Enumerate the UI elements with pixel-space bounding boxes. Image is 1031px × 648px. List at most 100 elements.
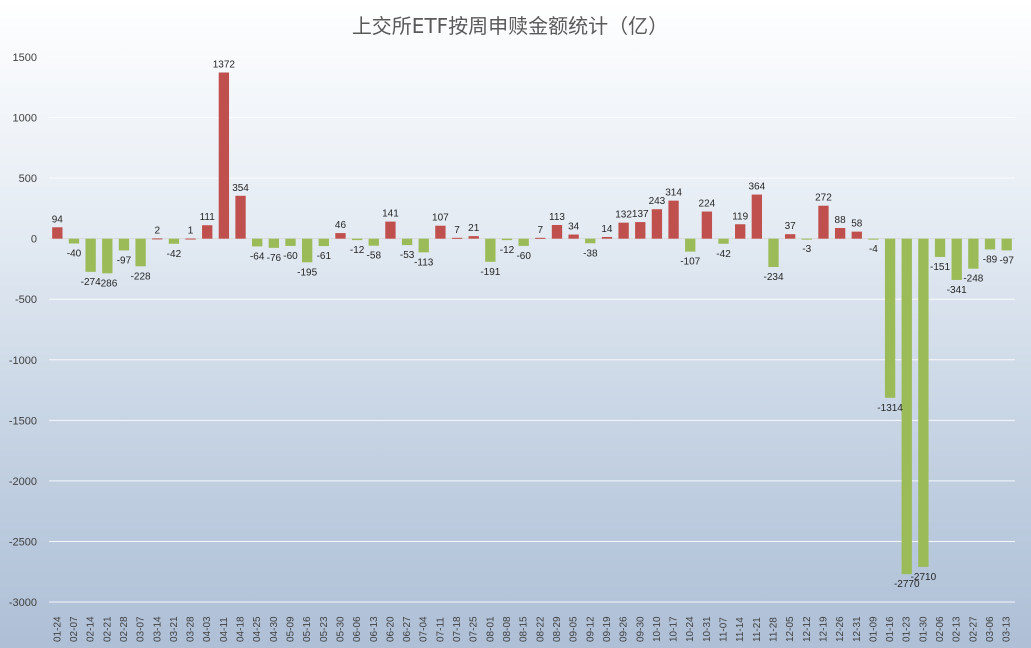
bar — [535, 237, 546, 239]
data-label: 37 — [785, 221, 797, 232]
data-label: -53 — [400, 250, 415, 261]
bar — [951, 238, 962, 280]
x-tick-label: 03-28 — [186, 616, 197, 642]
data-label: 88 — [835, 215, 847, 226]
x-tick-label: 07-04 — [419, 616, 430, 642]
x-tick-label: 12-12 — [802, 616, 813, 642]
y-tick-label: -500 — [15, 294, 37, 306]
bar — [418, 238, 429, 253]
data-label: -42 — [716, 249, 731, 260]
bar — [252, 238, 263, 247]
y-tick-label: 1500 — [13, 52, 37, 64]
data-label: 58 — [851, 219, 863, 230]
x-tick-label: 11-14 — [735, 617, 746, 642]
bar — [218, 72, 230, 239]
bar — [501, 238, 513, 241]
x-tick-label: 12-19 — [818, 616, 829, 642]
bar — [585, 238, 596, 244]
data-label: 314 — [665, 188, 682, 199]
data-label: 224 — [699, 199, 716, 210]
x-tick-label: 06-20 — [385, 616, 396, 642]
bar — [285, 238, 296, 246]
bar — [984, 238, 996, 250]
x-tick-label: 05-30 — [335, 616, 346, 642]
data-label: 7 — [538, 225, 544, 236]
x-tick-label: 09-30 — [635, 616, 646, 642]
data-label: -61 — [317, 251, 332, 262]
data-label: -151 — [930, 262, 950, 273]
bar — [368, 238, 379, 246]
data-label: -3 — [802, 244, 811, 255]
bar — [968, 238, 979, 269]
bars — [52, 72, 1012, 575]
x-tick-label: 06-06 — [352, 616, 363, 642]
x-tick-label: 09-12 — [585, 616, 596, 642]
data-label: 354 — [232, 183, 249, 194]
data-label: -228 — [131, 271, 151, 282]
data-label: -191 — [480, 267, 500, 278]
bar — [435, 225, 446, 239]
x-tick-label: 08-08 — [502, 616, 513, 642]
x-tick-label: 01-23 — [902, 616, 913, 642]
x-tick-label: 07-25 — [469, 616, 480, 642]
x-tick-label: 02-06 — [935, 616, 946, 642]
bar — [85, 238, 96, 272]
x-tick-label: 02-07 — [69, 616, 80, 642]
data-label: 34 — [568, 222, 580, 233]
x-tick-label: 12-31 — [852, 616, 863, 642]
bar — [601, 236, 613, 239]
bar — [351, 238, 363, 241]
bar — [735, 224, 746, 239]
bar — [102, 238, 113, 274]
bar — [851, 231, 862, 239]
x-tick-label: 09-26 — [619, 616, 630, 642]
data-label: 113 — [549, 212, 565, 223]
y-tick-label: -3000 — [9, 597, 37, 609]
data-label: 1 — [188, 226, 194, 237]
data-label: -286 — [97, 278, 117, 289]
x-tick-label: 01-09 — [868, 616, 879, 642]
x-tick-label: 03-21 — [169, 616, 180, 642]
x-tick-label: 08-29 — [552, 616, 563, 642]
data-label: 132 — [615, 210, 632, 221]
y-tick-label: -1500 — [9, 415, 37, 427]
bar — [668, 200, 679, 239]
data-label: 94 — [52, 214, 64, 225]
bar — [685, 238, 696, 252]
data-label: 137 — [632, 209, 649, 220]
bar — [301, 238, 313, 263]
data-label: -76 — [267, 253, 282, 264]
data-label: 46 — [335, 220, 347, 231]
x-tick-label: 05-23 — [319, 616, 330, 642]
x-axis-ticks: 01-24 02-07 02-14 02-21 02-28 03-07 03-14 03-21… — [52, 616, 1012, 642]
x-tick-label: 04-25 — [252, 616, 263, 642]
data-label: 243 — [649, 196, 666, 207]
bar — [784, 234, 796, 239]
data-label: -2770 — [894, 579, 920, 590]
data-label: -195 — [297, 267, 317, 278]
x-tick-label: 10-24 — [685, 616, 696, 642]
bar — [1001, 238, 1012, 251]
x-tick-label: 07-18 — [452, 616, 463, 642]
y-tick-label: 0 — [31, 234, 37, 246]
x-tick-label: 08-01 — [485, 616, 496, 642]
bar — [934, 238, 946, 257]
bar — [168, 238, 180, 244]
x-tick-label: 03-13 — [1002, 616, 1013, 642]
data-label: -12 — [500, 245, 515, 256]
bar — [68, 238, 80, 244]
x-tick-label: 02-13 — [952, 616, 963, 642]
gridlines — [49, 56, 1015, 603]
y-tick-label: -2500 — [9, 536, 37, 548]
x-tick-label: 02-27 — [968, 616, 979, 642]
data-label: -12 — [350, 245, 365, 256]
data-label: 7 — [454, 225, 460, 236]
bar — [451, 237, 463, 239]
y-tick-label: 500 — [19, 173, 37, 185]
data-label: 111 — [200, 212, 216, 223]
chart-title: 上交所ETF按周申赎金额统计（亿） — [352, 14, 668, 38]
bar — [651, 209, 663, 239]
data-label: 107 — [432, 213, 449, 224]
bar — [202, 225, 213, 239]
